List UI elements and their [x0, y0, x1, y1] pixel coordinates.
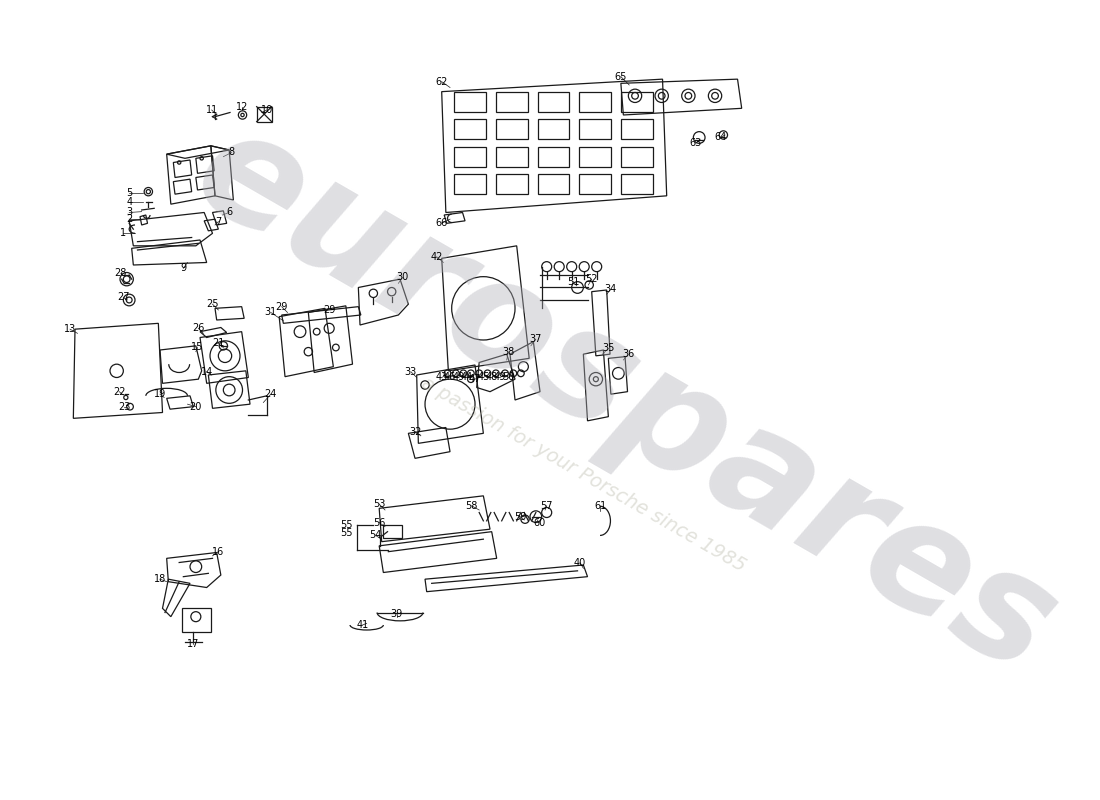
Text: 57: 57 [540, 501, 553, 511]
Text: 49: 49 [452, 373, 464, 382]
Text: 20: 20 [189, 402, 202, 412]
Text: 37: 37 [530, 334, 542, 344]
Bar [384, 525, 402, 538]
Text: 28: 28 [114, 268, 126, 278]
Text: 12: 12 [235, 102, 248, 112]
Text: 64: 64 [715, 133, 727, 142]
Text: 45: 45 [477, 373, 490, 382]
Text: 53: 53 [373, 499, 385, 509]
Text: 3: 3 [126, 207, 132, 218]
Text: 66: 66 [436, 218, 448, 228]
Text: 35: 35 [602, 343, 615, 354]
Text: 5: 5 [126, 188, 132, 198]
Text: 59: 59 [515, 512, 527, 522]
Bar [256, 106, 272, 122]
Text: 58: 58 [465, 501, 477, 511]
Text: 2: 2 [126, 214, 132, 224]
Text: 26: 26 [192, 323, 205, 334]
Text: 55: 55 [340, 528, 353, 538]
Text: 33: 33 [405, 366, 417, 377]
Text: 8: 8 [229, 147, 234, 158]
Text: 32: 32 [409, 426, 421, 437]
Text: 31: 31 [265, 307, 277, 318]
Text: 55: 55 [340, 520, 353, 530]
Text: eurospares: eurospares [169, 94, 1080, 706]
Text: 52: 52 [585, 274, 598, 284]
Text: 16: 16 [212, 546, 224, 557]
Text: 61: 61 [594, 501, 606, 511]
Text: 17: 17 [187, 639, 199, 649]
Text: 6: 6 [227, 207, 232, 218]
Text: 49: 49 [494, 373, 506, 382]
Text: 50: 50 [503, 373, 515, 382]
Bar [182, 608, 211, 632]
Text: 41: 41 [356, 620, 369, 630]
Text: 11: 11 [206, 105, 218, 115]
Text: 48: 48 [485, 373, 498, 382]
Text: 46: 46 [444, 373, 456, 382]
Text: 29: 29 [323, 305, 336, 315]
Text: 40: 40 [574, 558, 586, 567]
Text: 38: 38 [503, 346, 515, 357]
Text: 14: 14 [200, 366, 212, 377]
Text: 56: 56 [373, 518, 385, 527]
Text: 60: 60 [534, 518, 546, 527]
Text: 23: 23 [118, 402, 131, 412]
Text: 62: 62 [436, 77, 448, 86]
Text: 27: 27 [117, 293, 130, 302]
Text: 30: 30 [396, 273, 408, 282]
Text: 18: 18 [154, 574, 166, 584]
Text: 42: 42 [430, 252, 443, 262]
Text: 34: 34 [605, 284, 617, 294]
Text: 63: 63 [690, 138, 702, 148]
Text: 39: 39 [390, 609, 403, 619]
Text: a passion for your Porsche since 1985: a passion for your Porsche since 1985 [418, 374, 749, 576]
Text: 1: 1 [120, 228, 127, 238]
Text: 4: 4 [126, 198, 132, 207]
Text: 25: 25 [207, 299, 219, 309]
Text: 36: 36 [623, 349, 635, 359]
Text: 24: 24 [265, 389, 277, 399]
Text: 21: 21 [212, 338, 224, 348]
Text: 7: 7 [216, 217, 221, 226]
Text: 19: 19 [154, 389, 166, 399]
Text: 15: 15 [191, 342, 204, 353]
Text: 43: 43 [436, 373, 448, 382]
Text: 29: 29 [275, 302, 288, 312]
Text: 10: 10 [261, 105, 273, 115]
Text: 51: 51 [568, 277, 580, 286]
Text: 9: 9 [180, 263, 186, 274]
Text: 54: 54 [368, 530, 382, 540]
Text: 22: 22 [113, 386, 125, 397]
Text: 65: 65 [615, 72, 627, 82]
Text: 47: 47 [469, 374, 481, 384]
Text: 13: 13 [64, 324, 76, 334]
Text: 44: 44 [461, 373, 473, 382]
